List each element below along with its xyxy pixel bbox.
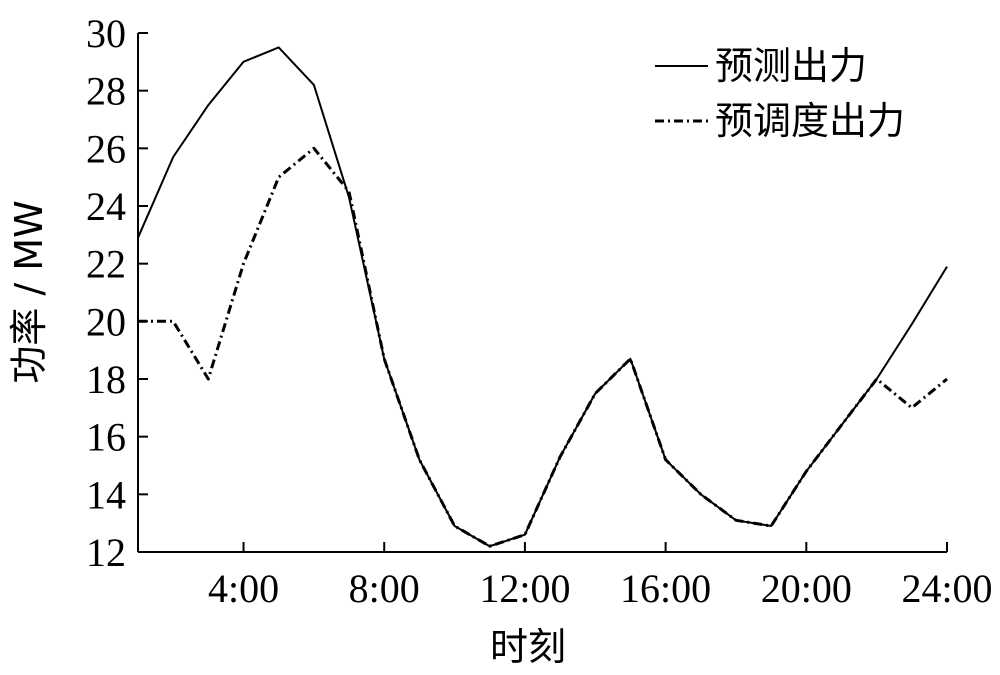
y-ticks: 12 14 16 18 20 22 24 26 28 30 xyxy=(86,11,148,575)
x-axis-title: 时刻 xyxy=(490,625,566,669)
x-tick-label: 8:00 xyxy=(349,566,420,611)
legend-label-forecast: 预测出力 xyxy=(715,44,867,88)
y-tick-label: 30 xyxy=(86,11,126,56)
y-tick-label: 26 xyxy=(86,126,126,171)
y-axis-title: 功率 / MW xyxy=(7,200,51,383)
legend: 预测出力 预调度出力 xyxy=(655,44,905,143)
x-tick-label: 20:00 xyxy=(761,566,852,611)
x-tick-label: 4:00 xyxy=(208,566,279,611)
x-tick-label: 16:00 xyxy=(620,566,711,611)
x-tick-label: 24:00 xyxy=(901,566,992,611)
y-tick-label: 20 xyxy=(86,299,126,344)
x-ticks: 4:00 8:00 12:00 16:00 20:00 24:00 xyxy=(208,542,993,611)
y-tick-label: 18 xyxy=(86,357,126,402)
legend-label-dispatch: 预调度出力 xyxy=(715,99,905,143)
series-line-forecast xyxy=(137,46,948,548)
y-tick-label: 24 xyxy=(86,184,126,229)
y-tick-label: 16 xyxy=(86,415,126,460)
series-line-dispatch xyxy=(138,146,948,548)
axes xyxy=(137,33,947,553)
y-tick-label: 14 xyxy=(86,472,126,517)
y-tick-label: 22 xyxy=(86,242,126,287)
y-tick-label: 12 xyxy=(86,530,126,575)
x-tick-label: 12:00 xyxy=(479,566,570,611)
series-layer xyxy=(137,46,948,548)
y-tick-label: 28 xyxy=(86,69,126,114)
